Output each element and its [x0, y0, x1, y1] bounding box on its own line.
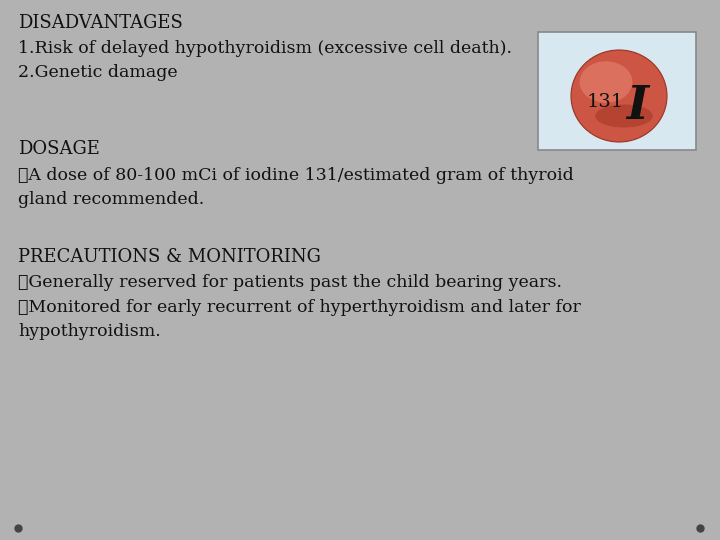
Text: I: I	[626, 83, 648, 129]
Text: 1.Risk of delayed hypothyroidism (excessive cell death).: 1.Risk of delayed hypothyroidism (excess…	[18, 40, 512, 57]
Ellipse shape	[595, 105, 653, 127]
Ellipse shape	[580, 62, 632, 103]
Text: ✓Generally reserved for patients past the child bearing years.: ✓Generally reserved for patients past th…	[18, 274, 562, 291]
Text: DISADVANTAGES: DISADVANTAGES	[18, 14, 183, 32]
Text: 131: 131	[586, 93, 624, 111]
Text: 2.Genetic damage: 2.Genetic damage	[18, 64, 178, 81]
Text: hypothyroidism.: hypothyroidism.	[18, 323, 161, 340]
Text: ✓Monitored for early recurrent of hyperthyroidism and later for: ✓Monitored for early recurrent of hypert…	[18, 299, 581, 316]
Text: gland recommended.: gland recommended.	[18, 191, 204, 208]
FancyBboxPatch shape	[538, 32, 696, 150]
Text: PRECAUTIONS & MONITORING: PRECAUTIONS & MONITORING	[18, 248, 321, 266]
Ellipse shape	[571, 50, 667, 142]
Text: DOSAGE: DOSAGE	[18, 140, 100, 158]
Text: ➤A dose of 80-100 mCi of iodine 131/estimated gram of thyroid: ➤A dose of 80-100 mCi of iodine 131/esti…	[18, 167, 574, 184]
